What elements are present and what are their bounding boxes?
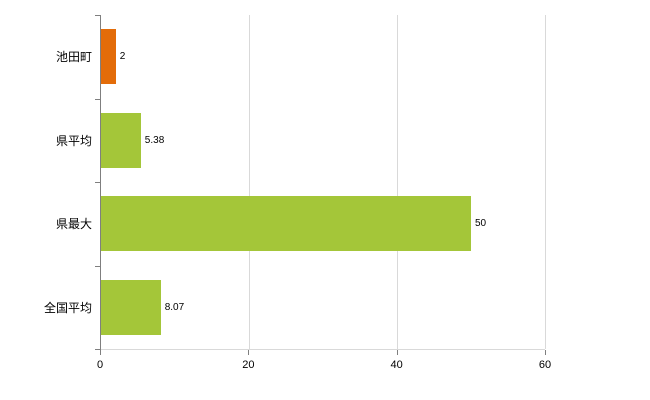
x-axis-tick-label: 0: [96, 359, 104, 371]
value-label: 8.07: [164, 301, 185, 313]
gridline: [248, 15, 250, 349]
y-axis-tick: [95, 15, 101, 16]
y-axis-tick: [95, 182, 101, 183]
x-axis-tick: [248, 350, 250, 355]
x-axis-tick-label: 60: [538, 359, 552, 371]
x-axis-tick-label: 40: [390, 359, 403, 371]
bar: [101, 112, 141, 168]
plot-area: 池田町 2 県平均 5.38 県最大 50 全国平均 8.07: [44, 15, 546, 350]
x-axis-tick: [100, 350, 101, 355]
bar: [101, 279, 161, 335]
bar-rows: 池田町 2 県平均 5.38 県最大 50 全国平均 8.07: [44, 15, 545, 350]
bar-row: 全国平均 8.07: [44, 266, 545, 350]
y-axis-tick: [95, 98, 101, 100]
category-label: 池田町: [55, 50, 92, 65]
bar: [101, 29, 116, 85]
bar-row: 池田町 2: [56, 15, 545, 99]
x-axis-tick-label: 20: [242, 359, 255, 371]
x-axis-tick: [396, 350, 398, 355]
value-label: 50: [475, 218, 487, 230]
category-label: 全国平均: [43, 300, 92, 315]
x-axis: 0 20 40 60: [96, 350, 551, 384]
gridline: [545, 15, 546, 349]
x-axis-tick: [545, 350, 546, 355]
category-label: 県平均: [55, 133, 92, 148]
category-label: 県最大: [55, 217, 92, 232]
y-axis-tick: [95, 349, 101, 350]
bar-row: 県平均 5.38: [56, 99, 545, 183]
bar: [101, 196, 471, 252]
value-label: 2: [119, 51, 126, 63]
bar-row: 県最大 50: [56, 182, 545, 266]
y-axis-tick: [95, 265, 101, 267]
value-label: 5.38: [144, 134, 165, 146]
gridline: [396, 15, 398, 349]
